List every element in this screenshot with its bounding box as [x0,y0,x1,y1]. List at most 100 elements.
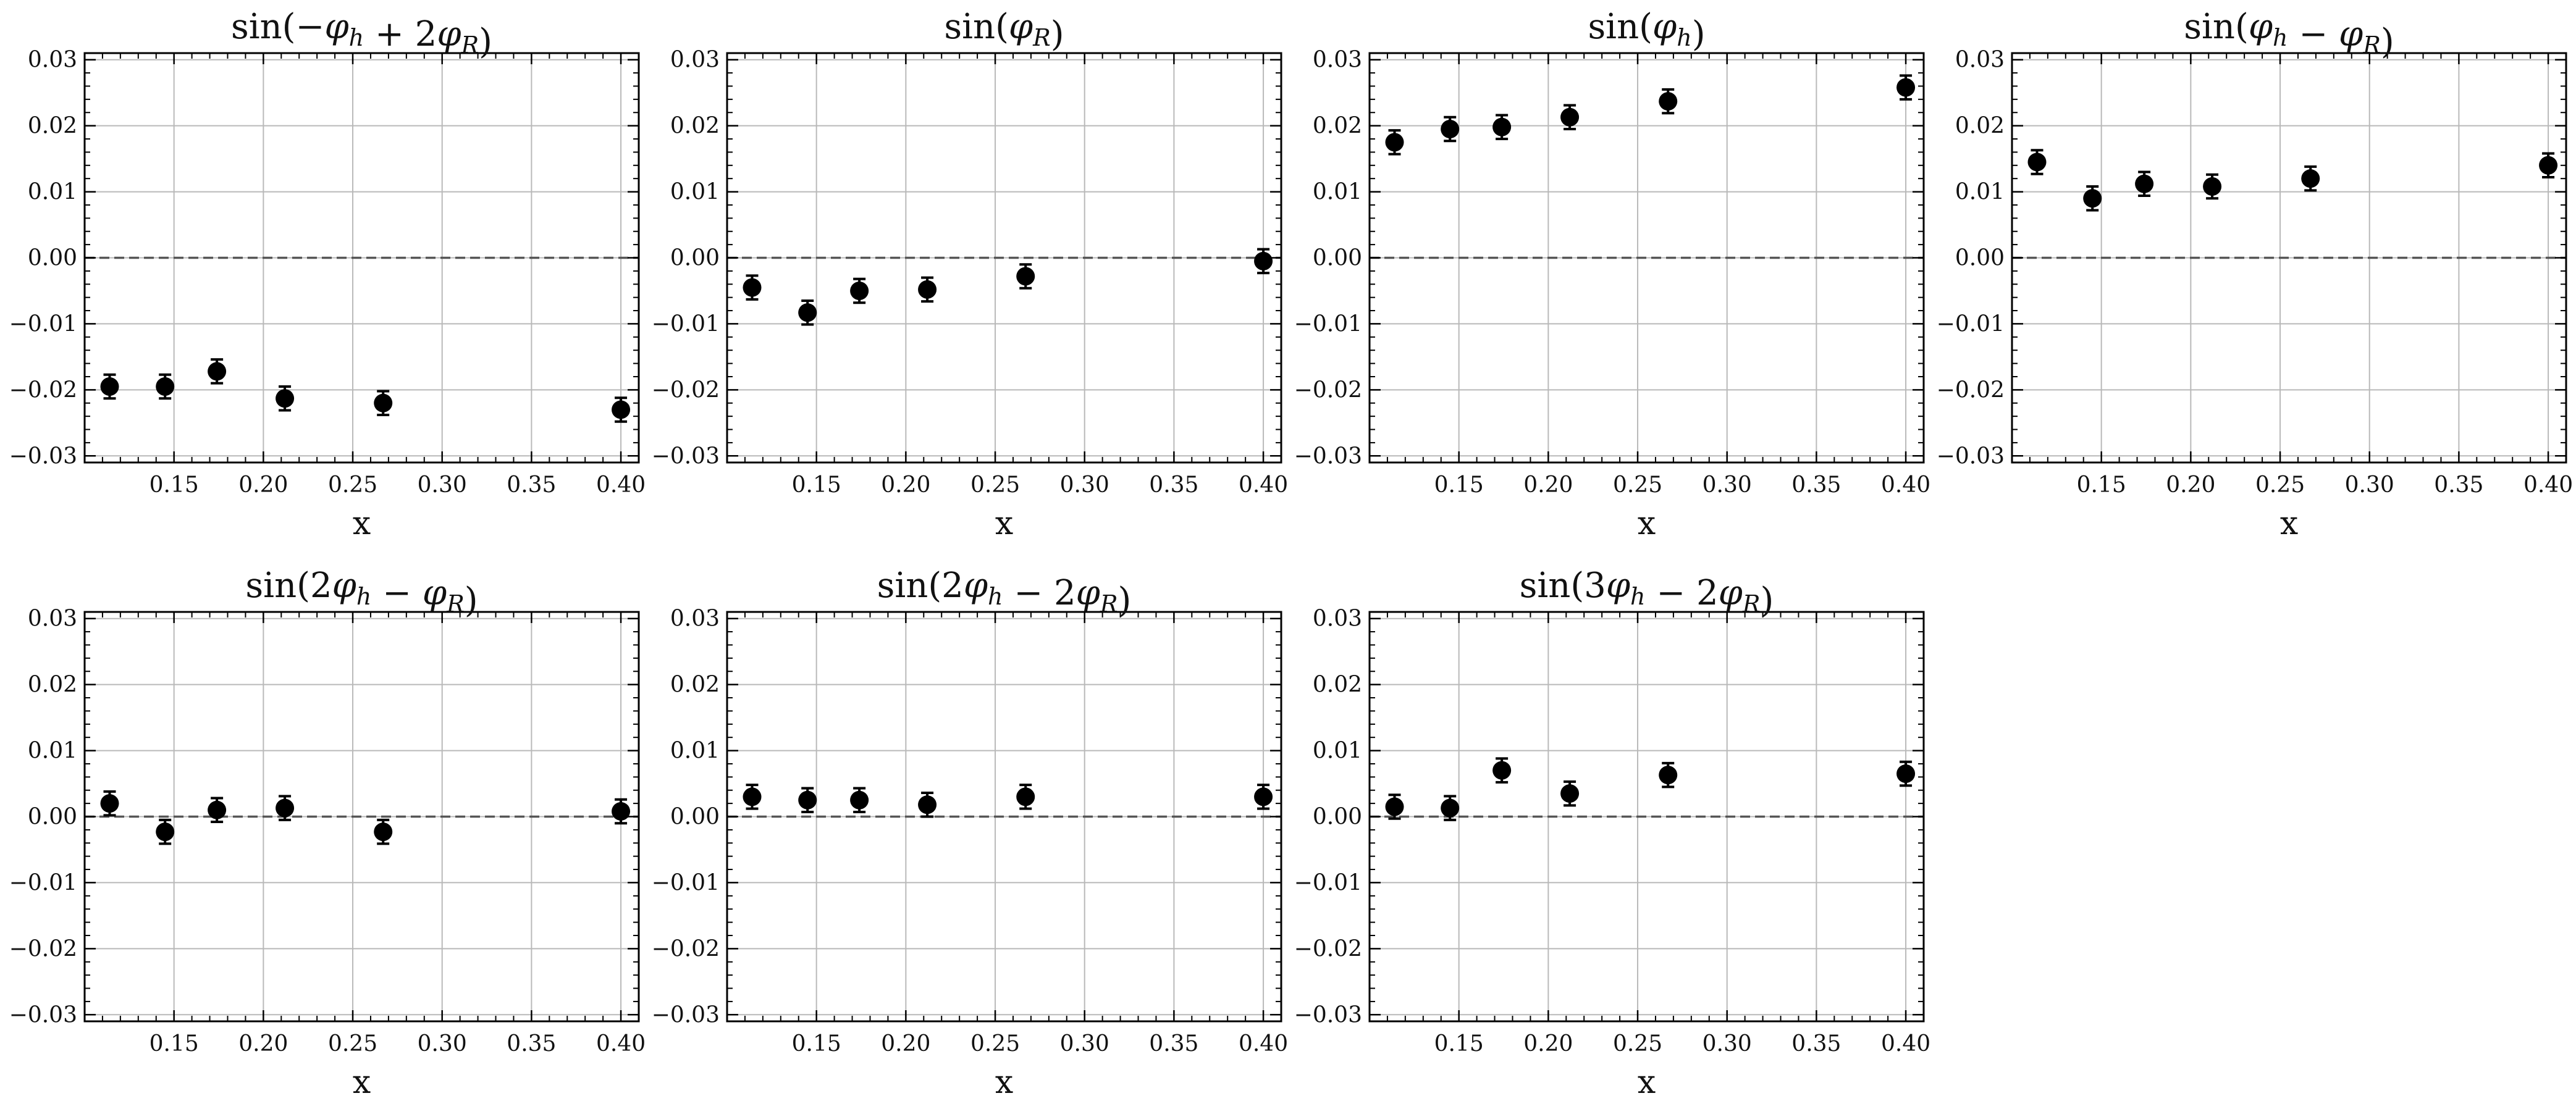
data-point[interactable] [2301,165,2320,192]
data-point[interactable] [798,787,817,814]
x-axis-label: x [353,505,371,542]
title-subscript: h [988,583,1003,610]
title-subscript: R [446,590,465,617]
data-point[interactable] [850,277,869,304]
data-point[interactable] [743,784,762,810]
data-point[interactable] [374,390,393,417]
data-point[interactable] [1492,114,1512,141]
data-point[interactable] [1385,129,1404,156]
data-marker[interactable] [2301,169,2320,188]
data-marker[interactable] [743,787,762,806]
data-point[interactable] [374,818,393,845]
data-marker[interactable] [374,822,393,842]
data-marker[interactable] [850,281,869,300]
y-tick-label: 0.02 [1313,114,1362,139]
data-marker[interactable] [1492,761,1512,780]
data-point[interactable] [918,792,937,818]
data-point[interactable] [208,797,227,824]
data-marker[interactable] [1560,784,1580,803]
data-point[interactable] [1896,760,1916,787]
data-point[interactable] [100,373,119,400]
data-point[interactable] [1492,757,1512,784]
data-marker[interactable] [1560,107,1580,127]
y-tick-label: 0.03 [1955,48,2005,73]
data-point[interactable] [1254,784,1273,810]
x-tick-label: 0.40 [596,472,646,498]
data-point[interactable] [2027,149,2047,175]
data-point[interactable] [1254,248,1273,275]
data-point[interactable] [798,299,817,326]
data-point[interactable] [208,358,227,385]
data-marker[interactable] [2027,153,2047,172]
title-text: sin(3 [1520,566,1606,606]
data-marker[interactable] [1385,797,1404,816]
data-marker[interactable] [156,377,175,396]
data-marker[interactable] [850,790,869,810]
data-point[interactable] [100,790,119,817]
data-marker[interactable] [1659,92,1678,111]
data-marker[interactable] [2135,174,2154,193]
data-point[interactable] [1560,104,1580,130]
data-point[interactable] [612,798,631,825]
data-point[interactable] [2203,173,2222,200]
y-tick-label: 0.03 [670,48,720,73]
data-marker[interactable] [374,393,393,412]
data-point[interactable] [1441,795,1460,821]
data-marker[interactable] [1385,133,1404,152]
x-tick-label: 0.40 [1881,1031,1930,1057]
data-point[interactable] [276,385,295,412]
data-marker[interactable] [798,790,817,810]
y-tick-label: 0.00 [1313,805,1362,830]
data-marker[interactable] [2539,156,2558,175]
data-point[interactable] [1016,784,1035,810]
data-marker[interactable] [208,800,227,819]
data-marker[interactable] [918,280,937,299]
x-tick-label: 0.30 [1060,1031,1109,1057]
data-marker[interactable] [100,794,119,813]
data-marker[interactable] [1896,764,1916,783]
data-marker[interactable] [798,303,817,322]
data-marker[interactable] [156,822,175,842]
data-point[interactable] [1896,74,1916,101]
data-marker[interactable] [612,400,631,419]
data-point[interactable] [1441,115,1460,143]
data-marker[interactable] [1016,787,1035,806]
x-tick-label: 0.15 [792,1031,841,1057]
title-subscript: h [1677,24,1691,51]
data-point[interactable] [1659,761,1678,789]
data-marker[interactable] [1441,798,1460,818]
data-point[interactable] [2135,170,2154,197]
data-marker[interactable] [1659,766,1678,785]
data-marker[interactable] [100,377,119,396]
data-marker[interactable] [918,795,937,814]
y-tick-label: −0.03 [9,443,77,469]
data-marker[interactable] [1254,251,1273,270]
data-point[interactable] [918,276,937,303]
data-point[interactable] [2539,152,2558,179]
data-point[interactable] [1016,263,1035,290]
data-marker[interactable] [276,798,295,818]
data-marker[interactable] [276,389,295,408]
data-marker[interactable] [1441,119,1460,138]
y-tick-label: 0.01 [670,180,720,205]
x-tick-label: 0.40 [1881,472,1930,498]
data-marker[interactable] [2083,189,2102,208]
data-point[interactable] [1385,793,1404,820]
data-point[interactable] [1560,780,1580,807]
data-point[interactable] [2083,185,2102,212]
data-point[interactable] [743,274,762,301]
data-point[interactable] [156,373,175,400]
data-marker[interactable] [1492,117,1512,136]
data-marker[interactable] [1896,78,1916,97]
data-point[interactable] [850,787,869,814]
data-point[interactable] [156,818,175,845]
data-point[interactable] [276,795,295,821]
data-point[interactable] [612,396,631,423]
data-marker[interactable] [2203,177,2222,196]
data-marker[interactable] [743,278,762,297]
data-marker[interactable] [612,801,631,821]
data-point[interactable] [1659,88,1678,115]
data-marker[interactable] [1016,267,1035,286]
data-marker[interactable] [1254,787,1273,806]
data-marker[interactable] [208,362,227,381]
